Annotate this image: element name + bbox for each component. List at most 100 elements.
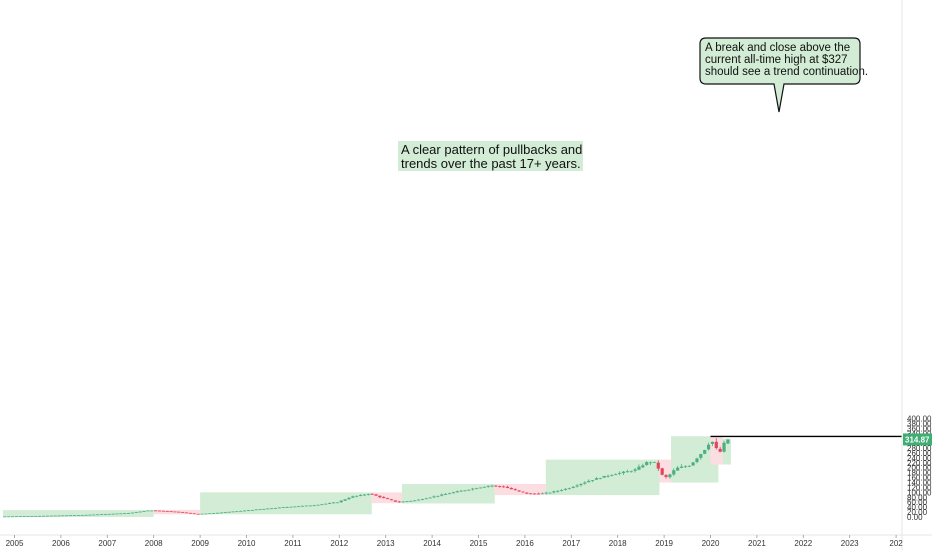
candle-81 bbox=[316, 504, 320, 506]
x-tick-label: 2015 bbox=[470, 539, 488, 548]
candle-body bbox=[606, 475, 610, 477]
x-tick-label: 2007 bbox=[98, 539, 116, 548]
candle-104 bbox=[405, 501, 409, 503]
candle-body bbox=[10, 516, 15, 518]
candle-body bbox=[467, 489, 471, 491]
candle-body bbox=[378, 495, 382, 498]
candle-61 bbox=[239, 510, 243, 512]
x-axis[interactable]: 2005 2006 2007 2008 2009 2010 2011 2012 2013 2014… bbox=[6, 535, 904, 548]
candle-body bbox=[362, 494, 367, 496]
candle-50 bbox=[196, 513, 200, 515]
candle-body bbox=[386, 498, 390, 500]
candle-65 bbox=[254, 509, 258, 511]
breakout-callout[interactable]: A break and close above the current all-… bbox=[699, 37, 868, 113]
candle-171 bbox=[664, 473, 668, 479]
candle-94 bbox=[366, 493, 370, 496]
candle-13 bbox=[53, 515, 57, 517]
x-tick-label: 2019 bbox=[655, 539, 673, 548]
candle-body bbox=[41, 515, 46, 517]
candle-174 bbox=[676, 466, 680, 471]
breakout-callout-line-3: should see a trend continuation. bbox=[705, 66, 868, 78]
candle-46 bbox=[181, 511, 185, 513]
x-tick-label: 2017 bbox=[562, 539, 580, 548]
candle-body bbox=[258, 509, 262, 511]
breakout-callout-line-1: A break and close above the bbox=[705, 42, 850, 54]
y-axis[interactable]: 0.0020.0040.0060.0080.00100.00120.00140.… bbox=[907, 414, 932, 522]
candle-137 bbox=[532, 493, 537, 495]
candle-body bbox=[575, 485, 579, 487]
candle-body bbox=[552, 491, 556, 493]
candle-149 bbox=[579, 483, 583, 487]
candle-18 bbox=[72, 515, 77, 516]
candle-body bbox=[436, 495, 440, 497]
candle-7 bbox=[30, 516, 34, 517]
candle-153 bbox=[594, 477, 599, 480]
candle-body bbox=[289, 506, 293, 508]
candle-10 bbox=[41, 515, 46, 517]
candle-body bbox=[200, 513, 204, 515]
candle-158 bbox=[614, 473, 618, 476]
y-tick-label: 380.00 bbox=[907, 419, 932, 428]
candle-145 bbox=[563, 488, 568, 491]
candle-96 bbox=[374, 493, 378, 496]
candle-169 bbox=[656, 460, 660, 471]
candle-body bbox=[215, 512, 220, 514]
candle-106 bbox=[413, 500, 417, 502]
candle-8 bbox=[34, 516, 38, 517]
candle-99 bbox=[386, 497, 390, 500]
pattern-annotation[interactable]: A clear pattern of pullbacks and trends … bbox=[398, 141, 583, 171]
candle-body bbox=[474, 488, 479, 490]
candle-body bbox=[598, 478, 602, 479]
candle-152 bbox=[590, 480, 595, 483]
candle-body bbox=[645, 462, 649, 465]
candle-181 bbox=[703, 449, 707, 455]
candle-3 bbox=[14, 516, 19, 518]
candle-body bbox=[266, 508, 270, 510]
candle-body bbox=[579, 483, 583, 486]
candle-body bbox=[478, 487, 483, 489]
candle-166 bbox=[645, 461, 649, 466]
candle-body bbox=[26, 516, 30, 517]
candle-44 bbox=[173, 511, 177, 513]
candle-body bbox=[72, 515, 77, 516]
breakout-callout-line-2: current all-time high at $327 bbox=[705, 54, 848, 66]
candle-body bbox=[239, 510, 243, 512]
candle-76 bbox=[297, 506, 301, 508]
candle-body bbox=[88, 514, 92, 516]
candle-173 bbox=[672, 468, 676, 477]
candle-body bbox=[212, 513, 216, 515]
candle-body bbox=[293, 506, 297, 508]
candle-179 bbox=[695, 457, 699, 464]
candle-body bbox=[235, 511, 239, 513]
candle-88 bbox=[343, 499, 347, 501]
candle-20 bbox=[80, 514, 84, 516]
candle-body bbox=[590, 480, 595, 481]
last-price-label: 314.87 bbox=[905, 435, 930, 444]
candle-body bbox=[161, 510, 165, 512]
candle-body bbox=[594, 478, 599, 480]
candle-108 bbox=[420, 498, 425, 501]
candle-129 bbox=[502, 485, 506, 488]
candle-21 bbox=[84, 514, 88, 516]
candle-31 bbox=[123, 513, 127, 515]
candle-172 bbox=[668, 473, 672, 479]
candle-body bbox=[494, 485, 498, 487]
candle-body bbox=[532, 493, 537, 495]
candle-40 bbox=[157, 510, 162, 512]
candle-51 bbox=[200, 513, 204, 515]
candle-148 bbox=[575, 483, 579, 488]
candle-92 bbox=[358, 494, 363, 497]
candle-26 bbox=[103, 513, 107, 515]
candle-182 bbox=[706, 442, 711, 451]
candle-body bbox=[14, 516, 19, 518]
last-price-bg bbox=[903, 433, 932, 446]
candle-54 bbox=[212, 513, 216, 515]
y-tick-label: 40.00 bbox=[907, 503, 928, 512]
candle-25 bbox=[99, 514, 104, 515]
candle-70 bbox=[273, 507, 278, 509]
x-tick-label: 2008 bbox=[145, 539, 163, 548]
x-tick-label: 2020 bbox=[702, 539, 720, 548]
x-tick-label: 2023 bbox=[841, 539, 859, 548]
candle-body bbox=[351, 496, 355, 498]
candle-90 bbox=[351, 495, 355, 498]
